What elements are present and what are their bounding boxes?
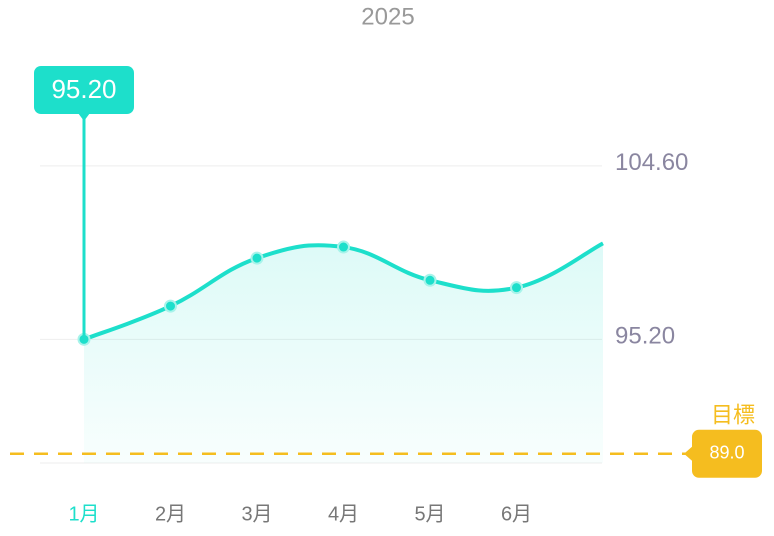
y-tick-label: 104.60 <box>615 149 688 176</box>
x-tick-label: 6月 <box>501 503 532 525</box>
chart-title: 2025 <box>361 3 414 30</box>
point <box>337 240 350 254</box>
point <box>510 281 523 295</box>
x-tick-label: 4月 <box>328 503 359 525</box>
tooltip-arrow <box>78 113 90 121</box>
target-arrow <box>684 446 692 461</box>
x-tick-label: 2月 <box>155 503 186 525</box>
y-tick-label: 95.20 <box>615 323 675 350</box>
tooltip-label: 95.20 <box>51 74 116 104</box>
point <box>423 273 437 287</box>
point <box>250 251 264 265</box>
target-badge <box>692 429 762 478</box>
x-tick-label: 5月 <box>414 503 445 525</box>
x-tick-label: 3月 <box>241 503 272 525</box>
target-value: 89.0 <box>709 443 744 463</box>
area <box>84 243 603 463</box>
point <box>164 299 177 313</box>
target-label: 目標 <box>711 403 755 428</box>
tooltip-box <box>34 66 134 114</box>
x-tick-label: 1月 <box>68 503 99 525</box>
